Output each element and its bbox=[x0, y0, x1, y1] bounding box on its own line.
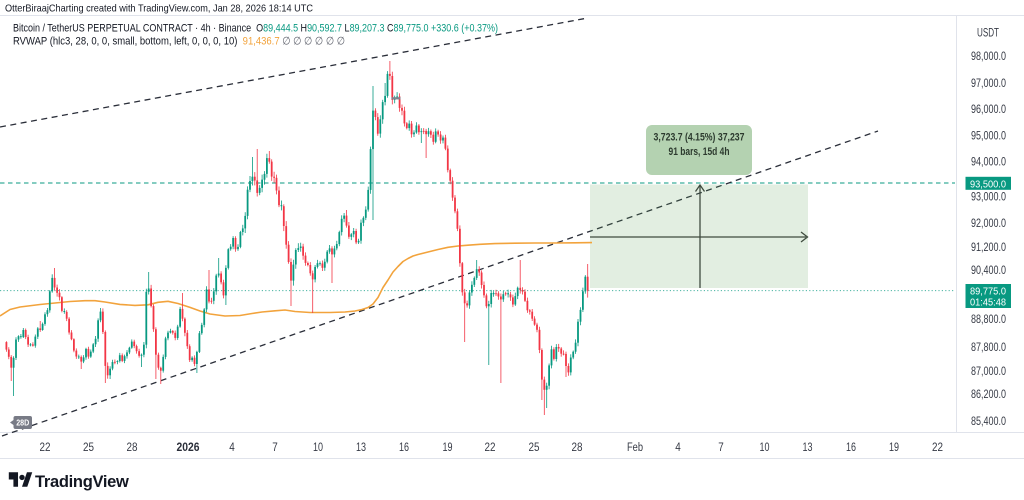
svg-text:94,000.0: 94,000.0 bbox=[971, 157, 1006, 169]
svg-text:Feb: Feb bbox=[627, 442, 643, 454]
svg-text:7: 7 bbox=[272, 442, 278, 454]
svg-text:25: 25 bbox=[83, 442, 94, 454]
svg-text:98,000.0: 98,000.0 bbox=[971, 51, 1006, 63]
svg-text:93,000.0: 93,000.0 bbox=[971, 192, 1006, 204]
svg-text:4: 4 bbox=[229, 442, 235, 454]
svg-text:87,000.0: 87,000.0 bbox=[971, 366, 1006, 378]
svg-text:16: 16 bbox=[846, 442, 856, 454]
svg-text:28D: 28D bbox=[16, 419, 29, 428]
svg-text:91,200.0: 91,200.0 bbox=[971, 242, 1006, 254]
svg-text:86,200.0: 86,200.0 bbox=[971, 389, 1006, 401]
svg-text:13: 13 bbox=[803, 442, 813, 454]
svg-text:89,775.0: 89,775.0 bbox=[970, 285, 1006, 297]
svg-text:OtterBiraajCharting created wi: OtterBiraajCharting created with Trading… bbox=[5, 3, 313, 15]
svg-text:3,723.7 (4.15%) 37,237: 3,723.7 (4.15%) 37,237 bbox=[654, 132, 745, 144]
svg-text:2026: 2026 bbox=[177, 442, 200, 454]
svg-text:91 bars, 15d 4h: 91 bars, 15d 4h bbox=[669, 146, 730, 158]
svg-text:96,000.0: 96,000.0 bbox=[971, 104, 1006, 116]
svg-text:USDT: USDT bbox=[977, 28, 999, 40]
svg-text:97,000.0: 97,000.0 bbox=[971, 78, 1006, 90]
svg-text:25: 25 bbox=[529, 442, 540, 454]
svg-text:7: 7 bbox=[718, 442, 724, 454]
svg-text:TradingView: TradingView bbox=[35, 473, 129, 491]
svg-text:01:45:48: 01:45:48 bbox=[970, 296, 1006, 308]
svg-text:88,800.0: 88,800.0 bbox=[971, 314, 1006, 326]
svg-text:22: 22 bbox=[40, 442, 51, 454]
svg-text:19: 19 bbox=[889, 442, 899, 454]
svg-text:19: 19 bbox=[443, 442, 453, 454]
svg-text:28: 28 bbox=[127, 442, 138, 454]
svg-text:90,400.0: 90,400.0 bbox=[971, 265, 1006, 277]
svg-text:28: 28 bbox=[572, 442, 583, 454]
svg-text:10: 10 bbox=[760, 442, 770, 454]
svg-text:22: 22 bbox=[932, 442, 943, 454]
svg-text:16: 16 bbox=[399, 442, 409, 454]
svg-text:93,500.0: 93,500.0 bbox=[970, 178, 1006, 190]
svg-text:RVWAP (hlc3, 28, 0, 0, small,: RVWAP (hlc3, 28, 0, 0, small, bottom, le… bbox=[13, 36, 345, 48]
svg-text:95,000.0: 95,000.0 bbox=[971, 131, 1006, 143]
svg-text:22: 22 bbox=[485, 442, 496, 454]
svg-text:85,400.0: 85,400.0 bbox=[971, 416, 1006, 428]
svg-text:13: 13 bbox=[356, 442, 366, 454]
svg-text:92,000.0: 92,000.0 bbox=[971, 218, 1006, 230]
svg-text:10: 10 bbox=[313, 442, 323, 454]
svg-text:87,800.0: 87,800.0 bbox=[971, 342, 1006, 354]
svg-text:Bitcoin / TetherUS PERPETUAL C: Bitcoin / TetherUS PERPETUAL CONTRACT · … bbox=[13, 23, 498, 35]
svg-text:4: 4 bbox=[675, 442, 681, 454]
